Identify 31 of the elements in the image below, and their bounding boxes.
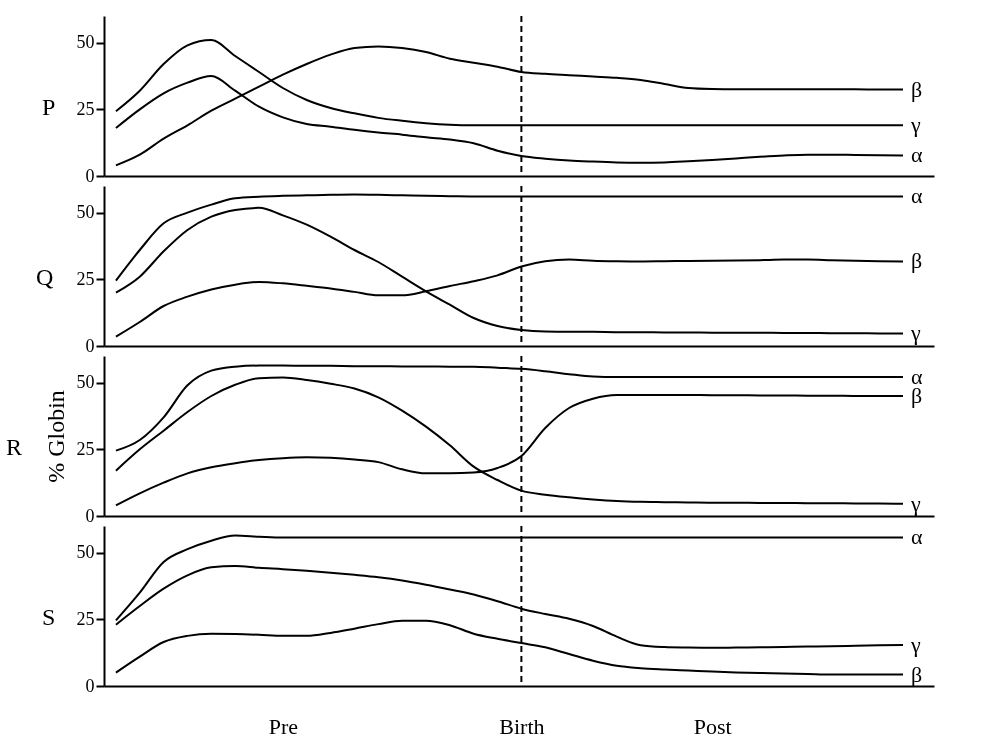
text: P	[41, 94, 56, 120]
series-label: α	[910, 142, 923, 168]
y-tick-label: 0	[85, 505, 95, 526]
y-tick-label: 25	[76, 438, 95, 459]
series-label: α	[910, 524, 923, 550]
series-label: γ	[909, 112, 921, 138]
y-tick-label: 0	[85, 335, 95, 356]
y-tick-label: 25	[76, 268, 95, 289]
series-label: γ	[909, 631, 921, 657]
series-label: β	[910, 76, 923, 102]
text: Q	[36, 264, 54, 290]
text: R	[5, 434, 22, 460]
x-tick-label: Birth	[499, 713, 545, 739]
series-label: α	[910, 183, 923, 209]
x-tick-label: Pre	[268, 713, 299, 739]
series-label: β	[910, 661, 923, 687]
y-tick-label: 50	[76, 202, 95, 223]
series-label: β	[910, 383, 923, 408]
series-label: γ	[909, 490, 921, 516]
y-tick-label: 25	[76, 608, 95, 629]
series-label: β	[910, 248, 923, 274]
x-tick-label: Post	[693, 713, 732, 739]
series-label: γ	[909, 320, 921, 346]
y-tick-label: 50	[76, 32, 95, 53]
y-tick-label: 50	[76, 542, 95, 563]
y-tick-label: 0	[85, 165, 95, 186]
y-tick-label: 50	[76, 372, 95, 393]
y-tick-label: 25	[76, 98, 95, 119]
y-axis-title: % Globin	[42, 390, 69, 483]
y-tick-label: 0	[85, 675, 95, 696]
text: S	[41, 604, 56, 630]
